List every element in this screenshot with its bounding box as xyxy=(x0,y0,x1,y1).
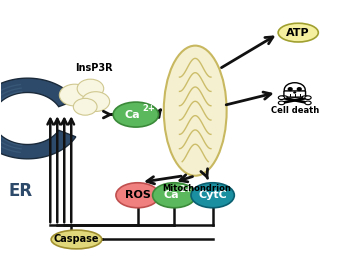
Ellipse shape xyxy=(305,96,311,99)
Ellipse shape xyxy=(305,101,311,105)
FancyBboxPatch shape xyxy=(284,91,306,97)
Text: Caspase: Caspase xyxy=(54,235,99,245)
Ellipse shape xyxy=(77,79,104,98)
Text: ROS: ROS xyxy=(125,190,151,200)
Ellipse shape xyxy=(278,101,285,105)
Ellipse shape xyxy=(116,183,159,208)
Ellipse shape xyxy=(288,87,293,91)
Ellipse shape xyxy=(278,23,318,42)
Ellipse shape xyxy=(281,96,287,98)
Text: Mitochondrion: Mitochondrion xyxy=(163,184,231,193)
Text: Ca: Ca xyxy=(163,190,179,200)
Ellipse shape xyxy=(153,183,196,208)
Ellipse shape xyxy=(191,183,234,208)
Text: Cell death: Cell death xyxy=(271,106,319,115)
Text: InsP3R: InsP3R xyxy=(75,63,113,73)
Text: 2+: 2+ xyxy=(180,185,193,194)
Ellipse shape xyxy=(297,87,302,91)
Text: 2+: 2+ xyxy=(142,104,155,113)
Ellipse shape xyxy=(284,83,305,97)
Ellipse shape xyxy=(278,96,285,99)
Polygon shape xyxy=(0,78,76,159)
Text: Ca: Ca xyxy=(125,110,140,120)
Ellipse shape xyxy=(51,230,102,249)
Text: ER: ER xyxy=(8,182,33,200)
Text: ATP: ATP xyxy=(287,28,310,38)
Ellipse shape xyxy=(293,91,296,94)
Ellipse shape xyxy=(302,96,308,98)
Text: CytC: CytC xyxy=(198,190,227,200)
Ellipse shape xyxy=(113,102,158,127)
Ellipse shape xyxy=(59,84,90,106)
Ellipse shape xyxy=(73,98,97,115)
Ellipse shape xyxy=(82,92,109,112)
Ellipse shape xyxy=(164,45,227,176)
